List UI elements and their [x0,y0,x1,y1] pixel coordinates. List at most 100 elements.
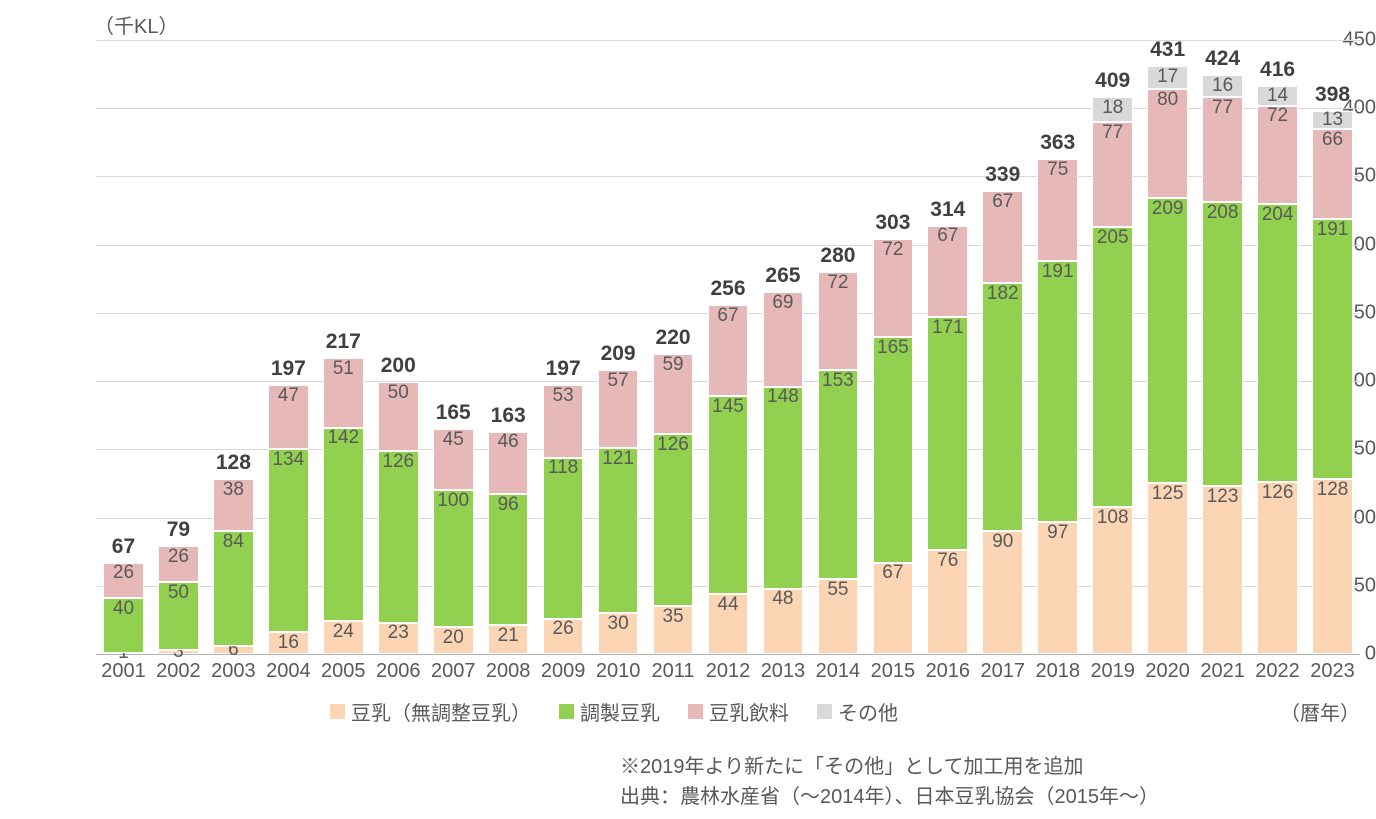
bar-segment-chousei [1037,261,1078,522]
bar-cell: 20231281916613398 [1312,40,1353,654]
bar-cell: 20124414567256 [708,40,749,654]
x-tick-label: 2011 [646,660,701,683]
bar-total-label: 431 [1140,38,1195,62]
bar-segment-tounyuu [1202,486,1243,654]
legend-label: 調製豆乳 [580,697,660,726]
x-tick-label: 2010 [591,660,646,683]
bar-cell: 200368438128 [213,40,254,654]
bar-segment-inryou [378,382,419,450]
bar-total-label: 416 [1250,58,1305,82]
bar-total-label: 256 [701,277,756,301]
bar-total-label: 398 [1305,83,1360,107]
bar-segment-inryou [1257,106,1298,204]
bar-cell: 20211232087716424 [1202,40,1243,654]
bar-segment-tounyuu [873,563,914,654]
bar-segment-inryou [1202,97,1243,202]
bar-total-label: 209 [591,342,646,366]
legend-item-chousei: 調製豆乳 [559,697,660,726]
bar-segment-tounyuu [158,650,199,654]
bar-segment-chousei [763,387,804,589]
bar-segment-chousei [927,317,968,550]
footnote-2: 出典：農林水産省（～2014年）、日本豆乳協会（2015年～） [620,780,1159,809]
bar-segment-inryou [543,385,584,457]
bar-segment-sonota [1312,111,1353,129]
bar-cell: 20134814869265 [763,40,804,654]
bar-cell: 20103012157209 [598,40,639,654]
x-tick-label: 2016 [920,660,975,683]
legend-label: 豆乳（無調整豆乳） [351,697,531,726]
x-tick-label: 2013 [755,660,810,683]
bar-segment-sonota [1147,66,1188,89]
bar-cell: 20113512659220 [653,40,694,654]
bar-total-label: 163 [481,404,536,428]
x-axis-title: （暦年） [1280,697,1360,726]
bar-cell: 20092611853197 [543,40,584,654]
bar-segment-inryou [927,226,968,317]
bar-segment-chousei [1092,227,1133,507]
bar-cell: 20062312650200 [378,40,419,654]
bar-segment-inryou [433,429,474,490]
chart-container: （千KL） 050100150200250300350400450 200114… [0,0,1376,819]
bar-segment-chousei [982,283,1023,531]
bar-segment-inryou [598,370,639,448]
footnote-1: ※2019年より新たに「その他」として加工用を追加 [620,750,1084,779]
bar-segment-chousei [543,458,584,619]
bar-segment-tounyuu [323,621,364,654]
bar-segment-tounyuu [378,623,419,654]
bar-segment-inryou [653,354,694,435]
bar-segment-tounyuu [1257,482,1298,654]
bar-total-label: 339 [975,163,1030,187]
x-tick-label: 2015 [865,660,920,683]
bar-segment-tounyuu [982,531,1023,654]
bar-segment-inryou [1092,122,1133,227]
x-tick-label: 2004 [261,660,316,683]
x-tick-label: 2014 [810,660,865,683]
legend-swatch [330,704,345,719]
bar-segment-chousei [818,370,859,579]
bar-segment-inryou [818,272,859,370]
x-tick-label: 2017 [975,660,1030,683]
legend-swatch [817,704,832,719]
bar-segment-tounyuu [1147,483,1188,654]
x-tick-label: 2002 [151,660,206,683]
bar-segment-tounyuu [598,613,639,654]
bar-segment-tounyuu [708,594,749,654]
bar-cell: 20201252098017431 [1147,40,1188,654]
bar-cell: 2008219646163 [488,40,529,654]
x-tick-label: 2001 [96,660,151,683]
bar-segment-sonota [1202,75,1243,97]
bar-total-label: 67 [96,535,151,559]
bar-segment-inryou [323,358,364,428]
bar-segment-chousei [1312,219,1353,480]
bar-segment-chousei [708,396,749,594]
bar-cell: 20041613447197 [268,40,309,654]
bar-segment-chousei [213,531,254,646]
bar-segment-tounyuu [543,619,584,654]
bar-segment-inryou [488,432,529,495]
bar-segment-tounyuu [1312,479,1353,654]
bar-segment-inryou [213,479,254,531]
bar-cell: 20221262047214416 [1257,40,1298,654]
bar-segment-chousei [598,448,639,613]
bar-total-label: 79 [151,518,206,542]
bar-total-label: 217 [316,330,371,354]
bar-cell: 20191082057718409 [1092,40,1133,654]
bar-segment-inryou [1147,89,1188,198]
bar-segment-tounyuu [213,646,254,654]
legend-item-sonota: その他 [817,697,898,726]
bar-segment-chousei [873,337,914,562]
bar-segment-chousei [378,451,419,623]
bar-total-label: 363 [1030,131,1085,155]
y-axis-title: （千KL） [94,10,178,39]
bar-cell: 20156716572303 [873,40,914,654]
bar-segment-inryou [1312,129,1353,219]
x-tick-label: 2006 [371,660,426,683]
x-tick-label: 2009 [536,660,591,683]
bar-segment-chousei [158,582,199,650]
x-tick-label: 2008 [481,660,536,683]
legend-item-tounyuu: 豆乳（無調整豆乳） [330,697,531,726]
bar-segment-chousei [433,490,474,626]
bar-total-label: 303 [865,211,920,235]
bar-cell: 20189719175363 [1037,40,1078,654]
bar-segment-tounyuu [1092,507,1133,654]
